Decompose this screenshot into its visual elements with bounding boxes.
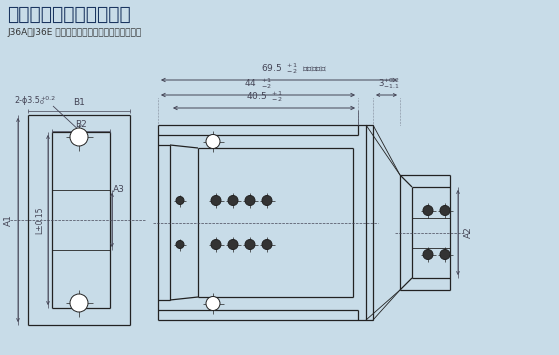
Text: 40.5  $^{+1}_{-2}$: 40.5 $^{+1}_{-2}$	[246, 89, 282, 104]
Circle shape	[211, 196, 221, 206]
Circle shape	[70, 294, 88, 312]
Circle shape	[70, 128, 88, 146]
Circle shape	[206, 135, 220, 148]
Text: B1: B1	[73, 98, 85, 107]
Text: 44  $^{+1}_{-2}$: 44 $^{+1}_{-2}$	[244, 76, 272, 91]
Text: A2: A2	[464, 226, 473, 238]
Circle shape	[228, 240, 238, 250]
Circle shape	[176, 197, 184, 204]
Circle shape	[440, 206, 450, 215]
Text: J36A、J36E 外形结构尺寸以头座连接示意图为例: J36A、J36E 外形结构尺寸以头座连接示意图为例	[7, 28, 141, 37]
Text: A3: A3	[113, 186, 125, 195]
Text: 2-ϕ3.5: 2-ϕ3.5	[14, 96, 40, 105]
Text: 外形结构及建议安装尺寸: 外形结构及建议安装尺寸	[7, 5, 131, 24]
Text: $3^{+0.2}_{-1.1}$: $3^{+0.2}_{-1.1}$	[378, 76, 400, 91]
Text: L±0.15: L±0.15	[36, 206, 45, 234]
Circle shape	[423, 206, 433, 215]
Circle shape	[176, 240, 184, 248]
Text: B2: B2	[75, 120, 87, 129]
Text: A1: A1	[3, 214, 12, 226]
Text: 0: 0	[40, 100, 44, 105]
Circle shape	[440, 250, 450, 260]
Circle shape	[228, 196, 238, 206]
Circle shape	[245, 196, 255, 206]
Circle shape	[211, 240, 221, 250]
Circle shape	[206, 296, 220, 311]
Circle shape	[423, 250, 433, 260]
Circle shape	[245, 240, 255, 250]
Circle shape	[262, 240, 272, 250]
Text: +0.2: +0.2	[40, 96, 55, 101]
Circle shape	[262, 196, 272, 206]
Text: 69.5  $^{+1}_{-2}$  （电缆式）: 69.5 $^{+1}_{-2}$ （电缆式）	[261, 61, 327, 76]
